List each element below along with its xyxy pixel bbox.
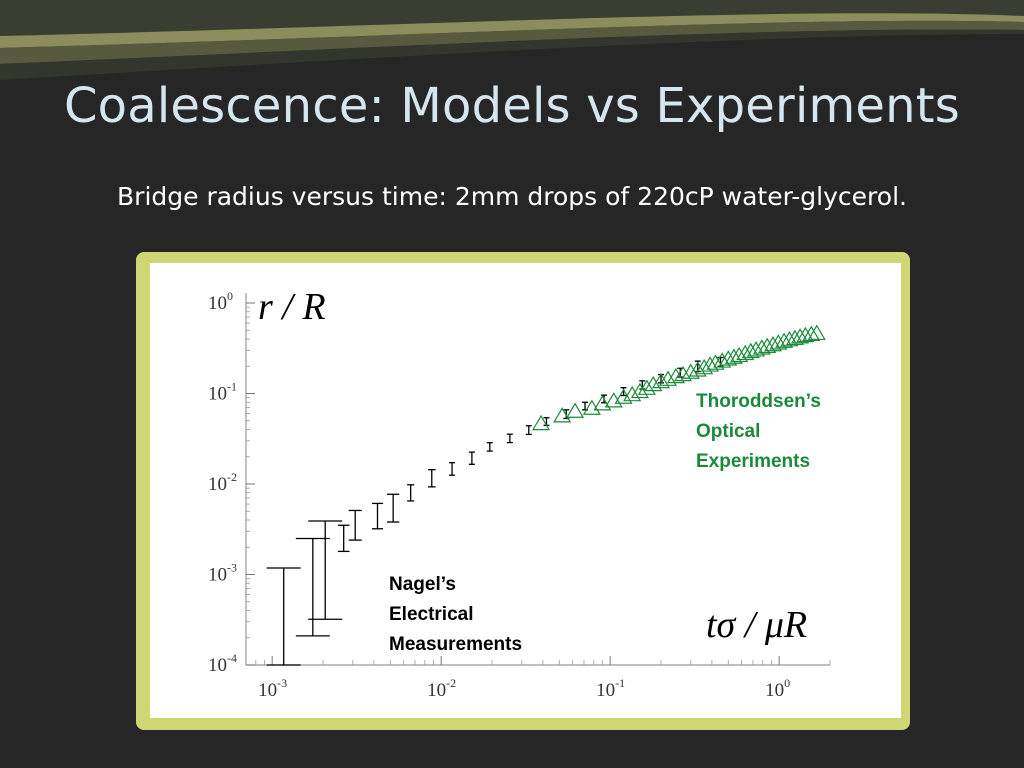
x-tick-label: 10-3 xyxy=(258,676,287,701)
x-axis-label: tσ / μR xyxy=(706,604,808,646)
thoroddsen-point xyxy=(758,337,777,354)
thoroddsen-point xyxy=(724,348,743,364)
thoroddsen-point xyxy=(736,344,755,361)
x-tick-label: 100 xyxy=(765,676,790,701)
thoroddsen-point xyxy=(614,388,633,404)
thoroddsen-point xyxy=(651,372,671,389)
thoroddsen-point xyxy=(719,350,738,366)
thoroddsen-point xyxy=(730,346,749,363)
chart-panel: 10-4 10-3 10-2 10-1 100 10-3 10-2 10-1 100 r / R… xyxy=(150,263,901,718)
thoroddsen-point xyxy=(791,328,810,344)
thoroddsen-point xyxy=(785,329,804,346)
thoroddsen-point xyxy=(700,356,720,372)
nagel-errorbar xyxy=(468,451,475,465)
thoroddsen-point xyxy=(566,402,585,418)
thoroddsen-point xyxy=(673,365,693,382)
nagel-errorbar xyxy=(449,462,456,476)
thoroddsen-point xyxy=(780,331,799,347)
y-tick-label: 10-2 xyxy=(208,470,237,495)
thoroddsen-point xyxy=(553,407,572,423)
thoroddsen-point xyxy=(666,367,685,384)
nagel-errorbar xyxy=(525,425,532,436)
slide-title: Coalescence: Models vs Experiments xyxy=(63,78,961,134)
y-tick-label: 100 xyxy=(208,289,233,314)
x-tick-label: 10-2 xyxy=(427,676,456,701)
thoroddsen-point xyxy=(752,339,771,355)
nagel-errorbar xyxy=(337,524,350,553)
nagel-errorbar xyxy=(407,484,415,502)
thoroddsen-point xyxy=(741,342,760,359)
nagel-errorbar xyxy=(427,469,436,488)
header-swoosh-decoration xyxy=(0,0,1024,80)
thoroddsen-point xyxy=(630,382,649,399)
y-tick-label: 10-1 xyxy=(208,380,237,405)
thoroddsen-point xyxy=(658,370,678,386)
thoroddsen-point xyxy=(807,324,826,340)
nagel-errorbar xyxy=(348,509,362,541)
thoroddsen-point xyxy=(769,334,788,350)
nagel-errorbar xyxy=(486,442,493,452)
thoroddsen-point xyxy=(637,379,656,395)
thoroddsen-point xyxy=(706,354,725,370)
coalescence-chart: 10-4 10-3 10-2 10-1 100 10-3 10-2 10-1 100 xyxy=(208,289,831,701)
thoroddsen-annotation: Thoroddsen’s Optical Experiments xyxy=(696,391,821,472)
thoroddsen-point xyxy=(775,332,794,348)
x-tick-label: 10-1 xyxy=(596,676,625,701)
nagel-errorbar xyxy=(506,433,513,444)
nagel-annotation: Nagel’s Electrical Measurements xyxy=(389,574,523,655)
thoroddsen-point xyxy=(688,361,707,377)
thoroddsen-point xyxy=(746,341,766,357)
thoroddsen-point xyxy=(623,385,642,402)
thoroddsen-point xyxy=(531,414,551,431)
y-tick-label: 10-3 xyxy=(208,561,237,586)
thoroddsen-point xyxy=(802,325,821,342)
slide-subtitle: Bridge radius versus time: 2mm drops of … xyxy=(117,182,907,211)
thoroddsen-point xyxy=(644,375,663,392)
y-axis-label: r / R xyxy=(258,286,326,328)
y-tick-label: 10-4 xyxy=(208,651,237,676)
nagel-errorbar xyxy=(371,502,384,530)
nagel-errorbar xyxy=(387,493,400,523)
thoroddsen-point xyxy=(681,363,700,379)
nagel-errorbar xyxy=(266,567,301,666)
thoroddsen-point xyxy=(593,395,612,411)
thoroddsen-point xyxy=(713,352,732,368)
thoroddsen-point xyxy=(763,335,783,352)
thoroddsen-point xyxy=(796,326,815,343)
nagel-errorbar xyxy=(308,520,343,620)
